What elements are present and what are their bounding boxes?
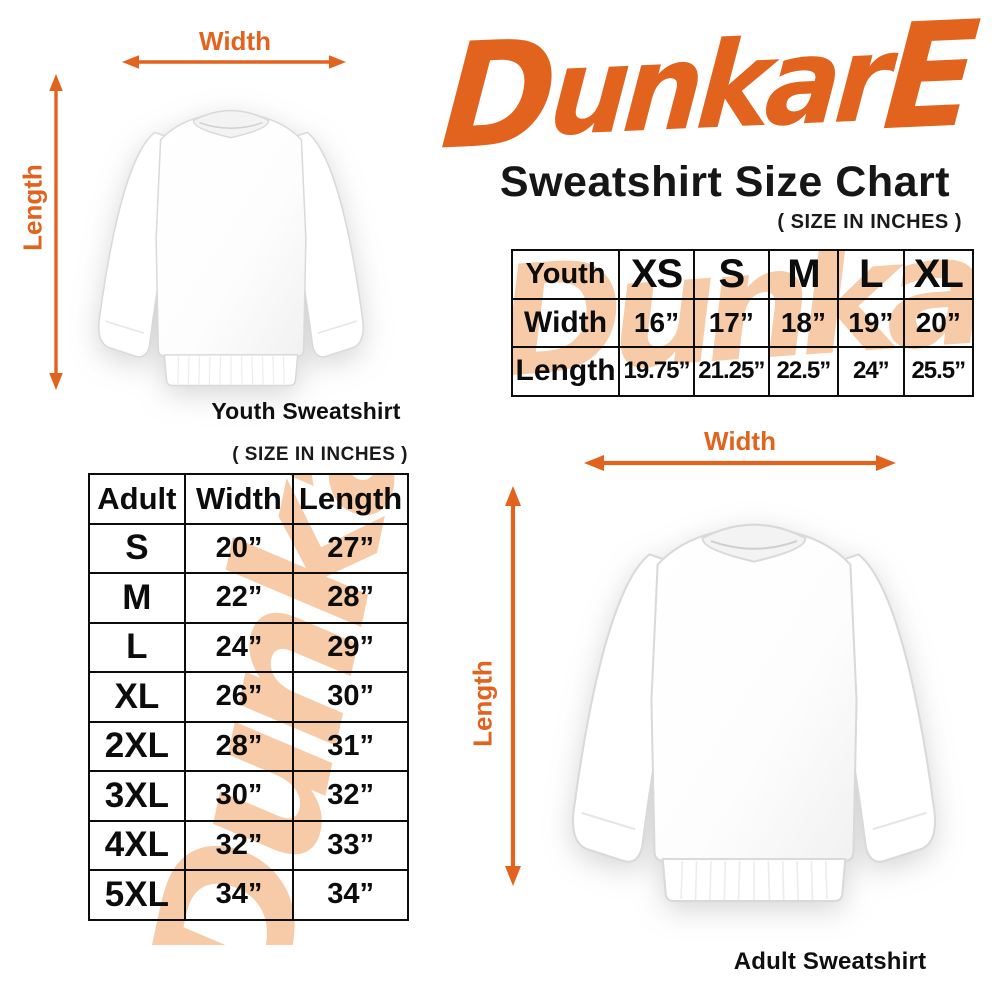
table-cell: Youth	[511, 249, 621, 300]
adult-size-note: ( SIZE IN INCHES )	[232, 444, 408, 465]
table-cell: 34”	[292, 869, 409, 921]
table-cell: 33”	[292, 819, 409, 871]
table-cell: 19”	[837, 297, 905, 348]
table-cell: S	[88, 522, 186, 574]
table-row: Width 16” 17” 18” 19” 20”	[511, 297, 974, 348]
youth-width-arrow-icon	[122, 55, 346, 69]
adult-length-label: Length	[467, 660, 498, 747]
table-cell: 19.75”	[618, 346, 695, 397]
table-cell: 28”	[292, 572, 409, 624]
table-cell: 3XL	[88, 770, 186, 822]
table-cell: 22.5”	[767, 346, 840, 397]
table-cell: S	[692, 249, 770, 300]
logo-letter-d: D	[436, 8, 558, 183]
table-row: XL 26” 30”	[88, 671, 409, 723]
table-cell: Length	[292, 473, 409, 525]
youth-length-arrow-icon	[49, 74, 63, 390]
table-row: Adult Width Length	[88, 473, 409, 525]
adult-width-arrow-icon	[584, 455, 896, 471]
table-cell: 30”	[183, 770, 295, 822]
adult-size-table: Adult Width Length S 20” 27” M 22” 28” L 24” 29” XL 2…	[88, 473, 409, 921]
youth-size-note: ( SIZE IN INCHES )	[777, 211, 962, 233]
table-cell: XL	[88, 671, 186, 723]
table-row: M 22” 28”	[88, 572, 409, 624]
youth-size-table-container: Dunkare Youth XS S M L XL Width 16” 17” 18” 19” 20”…	[511, 249, 974, 404]
table-cell: 32”	[183, 819, 295, 871]
table-row: 2XL 28” 31”	[88, 720, 409, 772]
table-cell: 20”	[902, 297, 974, 348]
table-cell: 32”	[292, 770, 409, 822]
table-cell: 18”	[767, 297, 840, 348]
table-cell: L	[837, 249, 905, 300]
table-cell: 27”	[292, 522, 409, 574]
youth-sweatshirt-image	[62, 62, 400, 414]
table-cell: XS	[618, 249, 695, 300]
table-cell: Length	[511, 346, 621, 397]
table-row: 4XL 32” 33”	[88, 819, 409, 871]
adult-sweatshirt-caption: Adult Sweatshirt	[733, 948, 927, 975]
table-cell: 24”	[837, 346, 905, 397]
adult-length-arrow-icon	[505, 486, 521, 886]
adult-width-label: Width	[704, 426, 776, 456]
table-cell: Adult	[88, 473, 186, 525]
table-cell: L	[88, 621, 186, 673]
table-cell: 24”	[183, 621, 295, 673]
table-cell: Width	[183, 473, 295, 525]
adult-size-table-container: Dunkare Adult Width Length S 20” 27” M 22” 28” L 2…	[88, 473, 409, 945]
youth-width-label: Width	[199, 26, 271, 56]
table-cell: 4XL	[88, 819, 186, 871]
logo-letter-e: E	[878, 0, 979, 164]
table-cell: M	[88, 572, 186, 624]
logo-letters-mid: unkar	[544, 9, 891, 163]
table-row: S 20” 27”	[88, 522, 409, 574]
youth-sweatshirt-caption: Youth Sweatshirt	[211, 398, 401, 424]
table-cell: 2XL	[88, 720, 186, 772]
table-row: 3XL 30” 32”	[88, 770, 409, 822]
table-cell: XL	[902, 249, 974, 300]
table-cell: 17”	[692, 297, 770, 348]
table-cell: 31”	[292, 720, 409, 772]
table-cell: Width	[511, 297, 621, 348]
table-cell: 34”	[183, 869, 295, 921]
table-cell: 16”	[618, 297, 695, 348]
adult-sweatshirt-image	[528, 458, 980, 940]
table-cell: 5XL	[88, 869, 186, 921]
youth-length-label: Length	[17, 164, 48, 251]
table-cell: 25.5”	[902, 346, 974, 397]
page-title: Sweatshirt Size Chart	[499, 158, 951, 206]
table-row: L 24” 29”	[88, 621, 409, 673]
table-cell: 30”	[292, 671, 409, 723]
table-row: Youth XS S M L XL	[511, 249, 974, 300]
youth-size-table: Youth XS S M L XL Width 16” 17” 18” 19” 20” Length 19…	[511, 249, 974, 397]
table-cell: 28”	[183, 720, 295, 772]
table-cell: 29”	[292, 621, 409, 673]
table-cell: M	[767, 249, 840, 300]
table-row: 5XL 34” 34”	[88, 869, 409, 921]
table-cell: 22”	[183, 572, 295, 624]
table-cell: 26”	[183, 671, 295, 723]
table-row: Length 19.75” 21.25” 22.5” 24” 25.5”	[511, 346, 974, 397]
table-cell: 21.25”	[692, 346, 770, 397]
table-cell: 20”	[183, 522, 295, 574]
